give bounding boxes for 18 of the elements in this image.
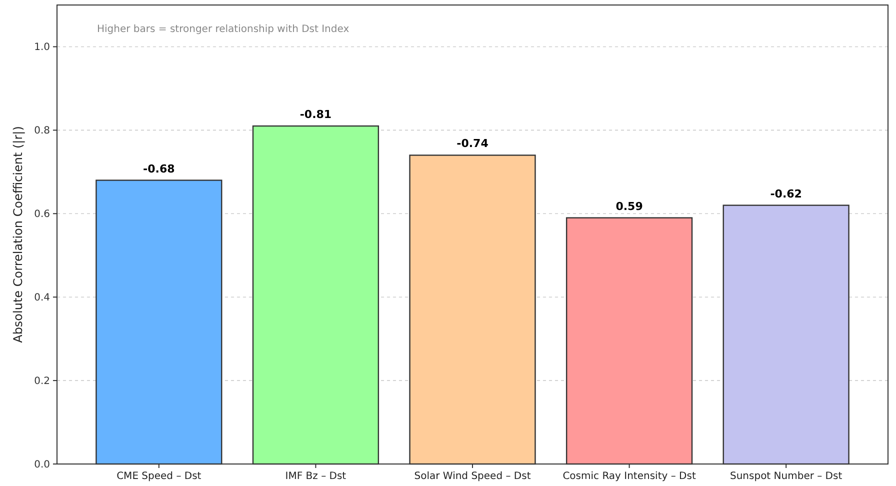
annotation: -0.81 (300, 108, 332, 122)
annotation: Higher bars = stronger relationship with Dst Index (97, 24, 350, 35)
annotation: 0.59 (616, 200, 643, 213)
x-tick-label: Solar Wind Speed – Dst (414, 471, 531, 482)
x-tick-label: IMF Bz – Dst (285, 471, 346, 482)
y-tick-label: 0.0 (34, 460, 50, 470)
x-tick-label: Sunspot Number – Dst (730, 471, 842, 482)
x-tick-label: Cosmic Ray Intensity – Dst (562, 471, 696, 482)
y-axis-title: Absolute Correlation Coefficient (|r|) (11, 126, 25, 343)
y-tick-label: 1.0 (34, 42, 50, 54)
y-tick-label: 0.6 (34, 209, 50, 220)
y-tick-label: 0.2 (34, 376, 50, 388)
y-tick-label: 0.4 (34, 292, 50, 304)
annotation: -0.74 (456, 137, 489, 150)
annotation: -0.68 (143, 162, 175, 176)
x-tick-label: CME Speed – Dst (116, 471, 202, 482)
annotation: -0.62 (770, 187, 802, 200)
y-tick-label: 0.8 (34, 126, 50, 137)
